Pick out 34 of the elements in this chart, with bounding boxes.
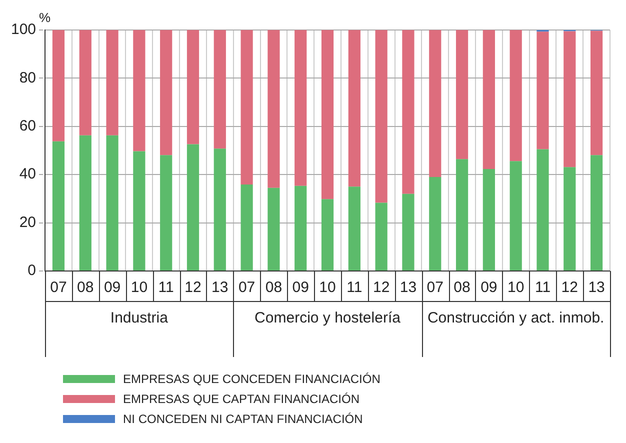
x-tick-label: 09 [480,279,498,296]
y-tick-label: 60 [19,118,36,135]
x-tick-label: 08 [77,279,94,296]
y-axis-title: % [39,10,52,26]
y-tick-label: 100 [10,21,36,38]
x-tick-label: 11 [158,279,174,296]
y-tick-label: 0 [28,262,36,280]
x-tick-label: 12 [372,279,390,296]
x-tick-label: 10 [507,279,524,296]
y-tick-label: 80 [19,69,36,86]
legend-label: NI CONCEDEN NI CAPTAN FINANCIACIÓN [123,412,363,426]
text: Comercio y hostelería [254,310,402,327]
y-tick-label: 40 [19,166,36,183]
x-tick-label: 11 [534,279,551,296]
text: Construcción y act. inmob. [427,310,604,327]
text: Industria [110,310,169,327]
x-tick-label: 09 [292,279,309,296]
x-tick-label: 12 [184,279,202,296]
legend-label: EMPRESAS QUE CONCEDEN FINANCIACIÓN [123,372,380,386]
x-tick-label: 07 [238,279,256,296]
x-tick-label: 09 [104,279,121,296]
x-tick-label: 12 [561,279,578,296]
x-tick-label: 13 [588,279,605,296]
x-tick-label: 13 [212,279,228,296]
x-tick-label: 10 [130,279,148,296]
x-tick-label: 07 [426,279,444,296]
x-tick-label: 13 [400,279,417,296]
x-tick-label: 08 [265,279,282,296]
x-tick-label: 07 [50,279,67,296]
y-tick-label: 20 [19,214,36,231]
x-tick-label: 11 [346,279,362,296]
x-tick-label: 10 [319,279,336,296]
legend-label: EMPRESAS QUE CAPTAN FINANCIACIÓN [123,392,360,406]
x-tick-label: 08 [454,279,470,296]
